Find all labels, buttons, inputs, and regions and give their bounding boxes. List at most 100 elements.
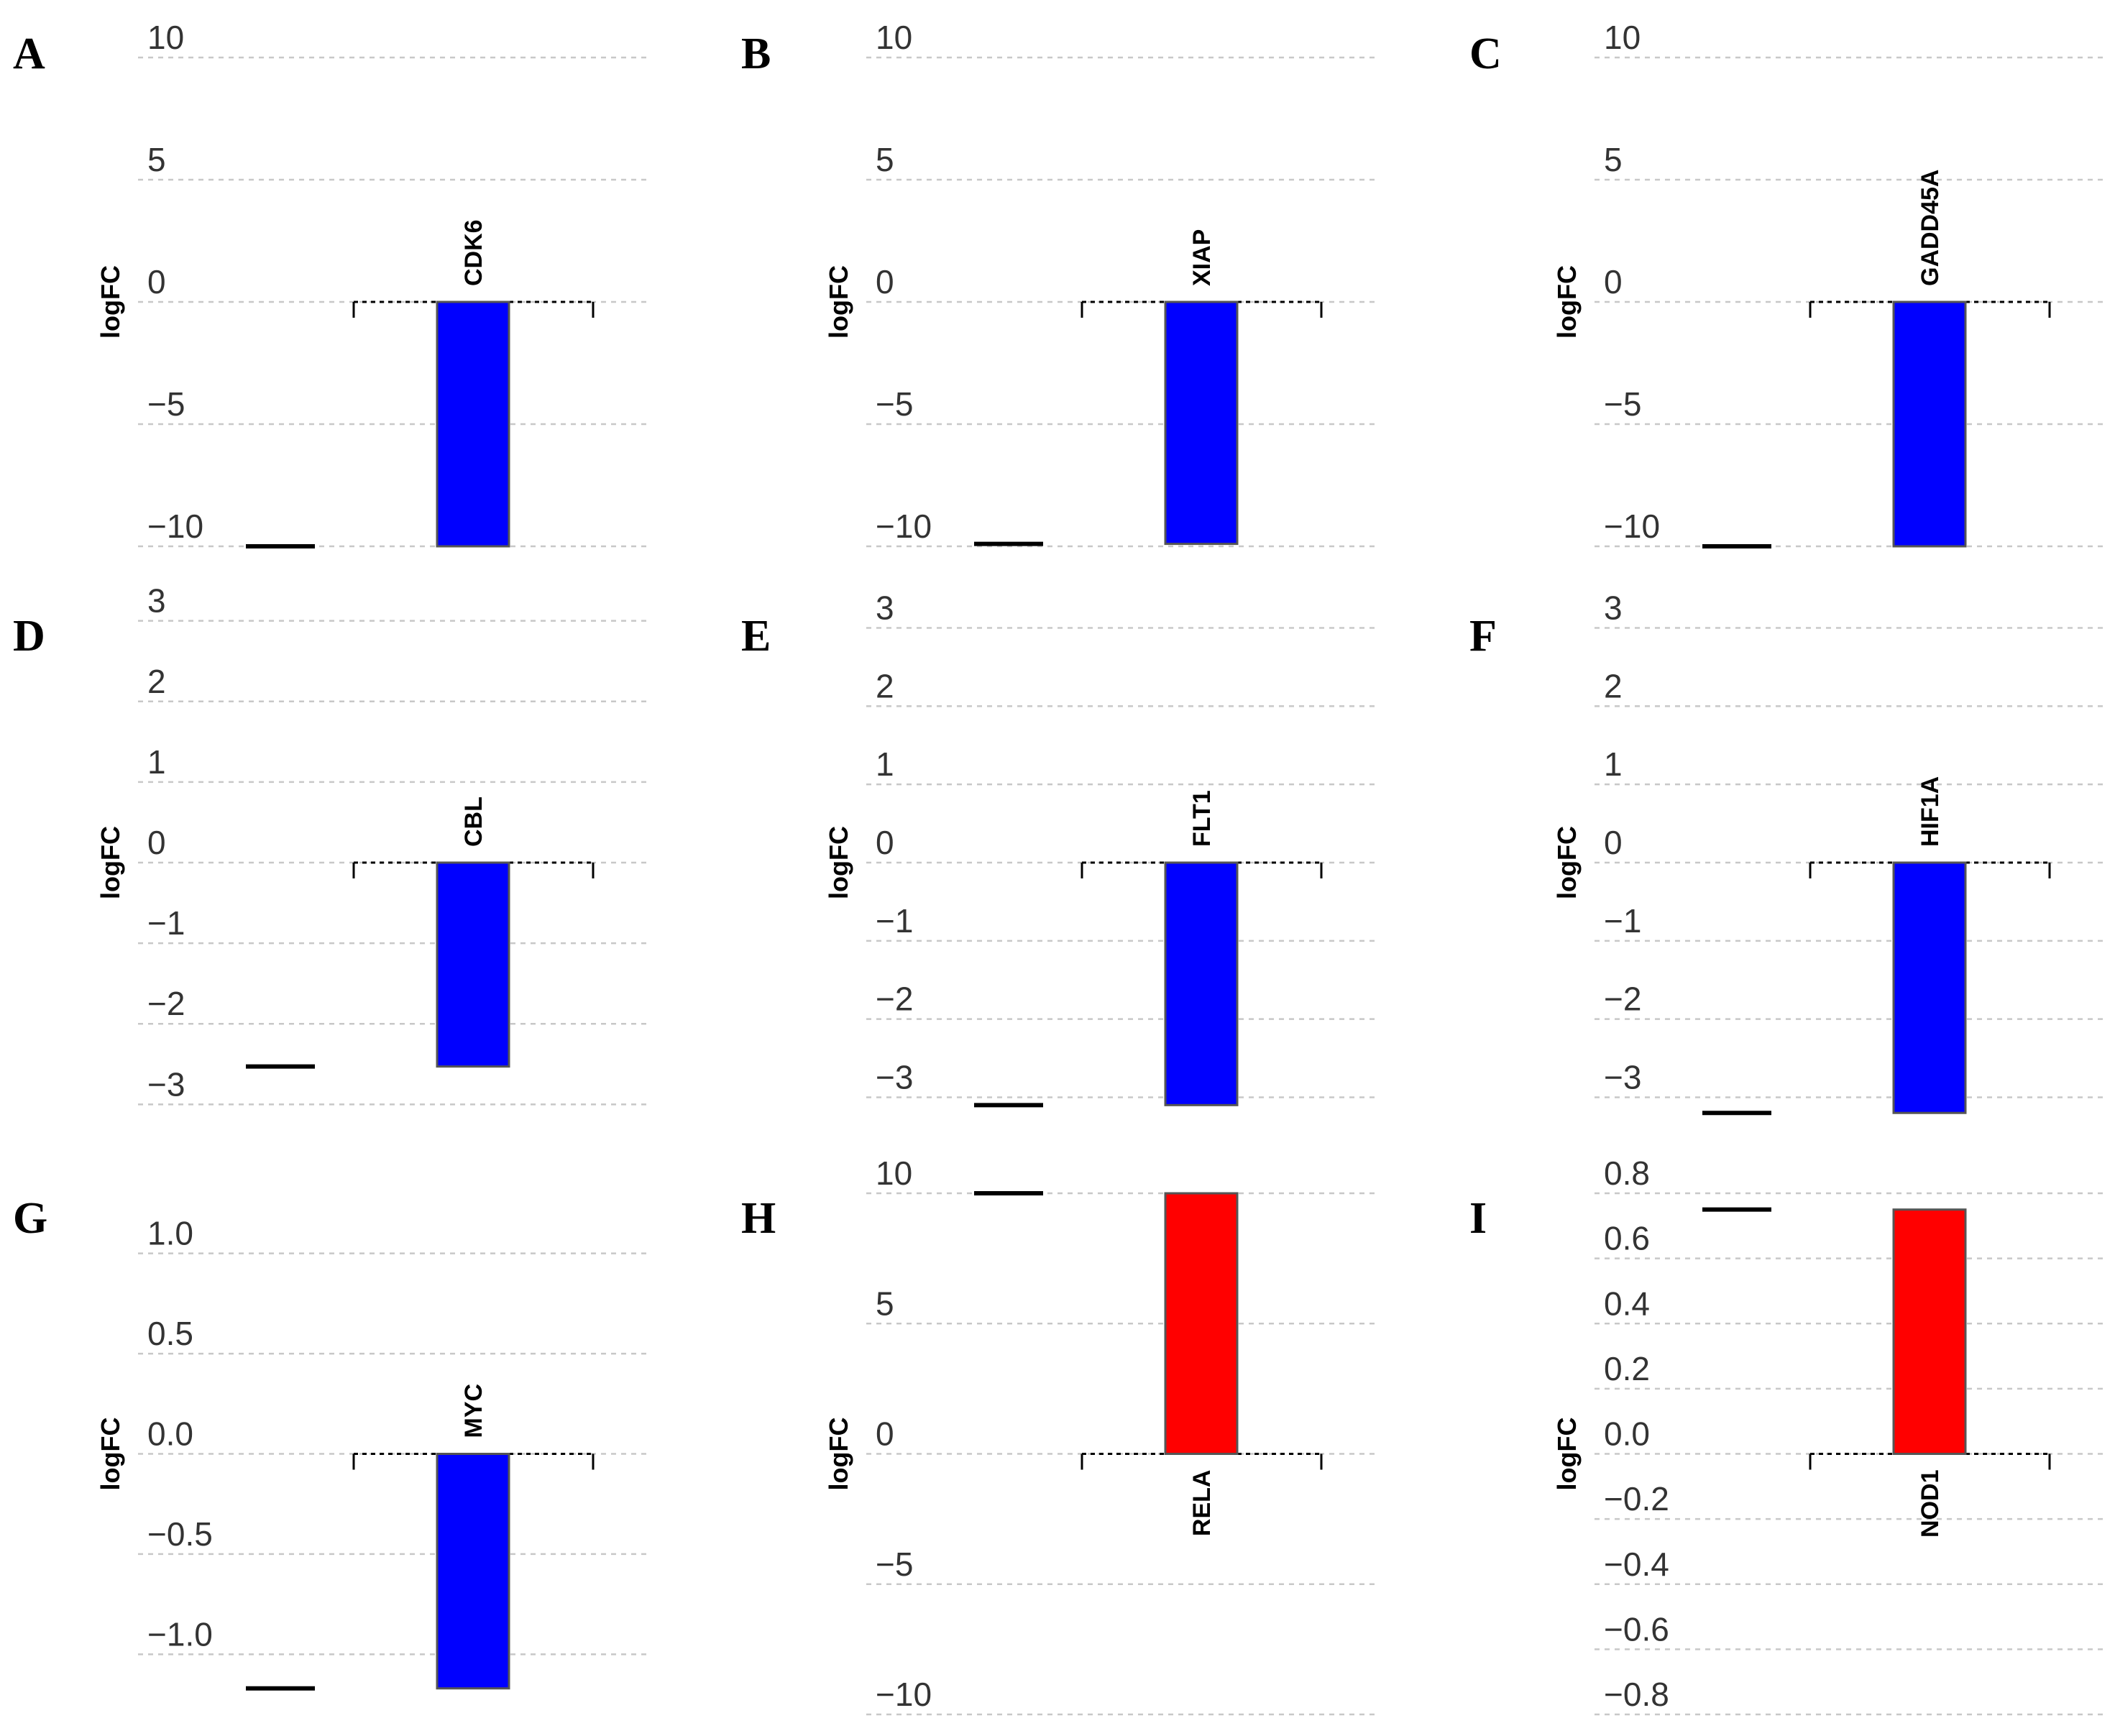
y-tick-label: 0.0 [1604, 1415, 1650, 1453]
y-tick-label: −3 [147, 1065, 185, 1103]
y-tick-label: 1.0 [147, 1215, 193, 1252]
y-tick-label: 10 [1604, 19, 1641, 56]
bar [1892, 861, 1967, 1114]
y-tick-label: −1 [876, 902, 913, 940]
bar [1892, 1208, 1967, 1455]
y-tick-label: 10 [147, 19, 184, 56]
y-axis-label: logFC [824, 1418, 853, 1491]
panel-i: I 0.8 0.6 0.4 0.2 0.0 −0.2 −0.4 −0.6 −0.8 logFC NOD… [1469, 1154, 2103, 1716]
bar-category-label: MYC [460, 1384, 487, 1438]
y-tick-label: −1.0 [147, 1615, 213, 1653]
panel-letter: C [1469, 29, 1502, 78]
y-tick-label: 3 [1604, 589, 1623, 627]
y-tick-label: −10 [876, 508, 932, 545]
bar [436, 861, 510, 1068]
y-tick-label: −2 [147, 985, 185, 1022]
y-tick-label: 1 [147, 743, 166, 781]
panel-letter: H [741, 1194, 776, 1243]
bar [1164, 1192, 1239, 1455]
panel-letter: G [13, 1194, 47, 1243]
y-tick-label: −10 [147, 508, 203, 545]
y-tick-label: 0 [147, 824, 166, 861]
y-axis-label: logFC [1552, 826, 1582, 899]
y-tick-label: 3 [147, 582, 166, 620]
y-tick-label: 1 [876, 745, 894, 783]
bar-category-label: NOD1 [1917, 1470, 1944, 1538]
y-tick-label: −5 [876, 385, 913, 423]
y-axis-label: logFC [1552, 265, 1582, 339]
y-tick-label: 0.2 [1604, 1350, 1650, 1387]
y-tick-label: 0.6 [1604, 1220, 1650, 1257]
y-tick-label: 0.5 [147, 1315, 193, 1352]
panel-h: H 10 5 0 −5 −10 logFC RELA [741, 1154, 1375, 1716]
y-tick-label: −10 [876, 1676, 932, 1713]
y-tick-label: 3 [876, 589, 894, 627]
y-tick-label: −5 [876, 1546, 913, 1583]
panel-letter: D [13, 612, 45, 661]
panel-g: G 1.0 0.5 0.0 −0.5 −1.0 logFC MYC [13, 1194, 647, 1691]
bar [436, 300, 510, 548]
panel-letter: F [1469, 612, 1497, 661]
bar-category-label: RELA [1188, 1470, 1216, 1537]
y-tick-label: −10 [1604, 508, 1660, 545]
bar-category-label: GADD45A [1917, 170, 1944, 286]
y-tick-label: 5 [147, 141, 166, 178]
y-tick-label: 5 [876, 1285, 894, 1322]
y-tick-label: 0 [1604, 824, 1623, 861]
y-axis-label: logFC [96, 826, 125, 899]
bar-category-label: FLT1 [1188, 790, 1216, 847]
y-tick-label: −0.8 [1604, 1676, 1669, 1713]
panel-d: D 3 2 1 0 −1 −2 −3 logFC CBL [13, 582, 647, 1106]
panel-f: F 3 2 1 0 −1 −2 −3 logFC HIF1A [1469, 589, 2103, 1116]
y-tick-label: 10 [876, 1154, 912, 1192]
y-tick-label: 2 [147, 663, 166, 700]
y-tick-label: −3 [876, 1058, 913, 1096]
y-tick-label: 0 [876, 1415, 894, 1453]
panel-letter: I [1469, 1194, 1487, 1243]
bar-category-label: CBL [460, 796, 487, 847]
y-axis-label: logFC [824, 826, 853, 899]
y-tick-label: 0 [147, 263, 166, 300]
bar-category-label: HIF1A [1917, 776, 1944, 847]
y-tick-label: 2 [1604, 667, 1623, 704]
y-tick-label: 0 [1604, 263, 1623, 300]
bar-category-label: CDK6 [460, 219, 487, 286]
panel-letter: E [741, 612, 771, 661]
y-tick-label: 5 [876, 141, 894, 178]
y-axis-label: logFC [96, 1418, 125, 1491]
y-tick-label: 1 [1604, 745, 1623, 783]
panel-b: B 10 5 0 −5 −10 logFC XIAP [741, 19, 1375, 548]
y-tick-label: 10 [876, 19, 912, 56]
y-tick-label: −0.5 [147, 1515, 213, 1553]
y-tick-label: −0.6 [1604, 1610, 1669, 1648]
y-tick-label: −3 [1604, 1058, 1641, 1096]
y-axis-label: logFC [824, 265, 853, 339]
y-tick-label: 5 [1604, 141, 1623, 178]
y-tick-label: 0.0 [147, 1415, 193, 1453]
y-tick-label: −5 [147, 385, 185, 423]
bar [1892, 300, 1967, 548]
bar [1164, 861, 1239, 1106]
bar-category-label: XIAP [1188, 229, 1216, 286]
y-tick-label: 0.8 [1604, 1154, 1650, 1192]
panel-c: C 10 5 0 −5 −10 logFC GADD45A [1469, 19, 2103, 548]
y-tick-label: 0 [876, 824, 894, 861]
y-tick-label: −1 [1604, 902, 1641, 940]
bar [1164, 300, 1239, 546]
y-tick-label: −0.4 [1604, 1546, 1669, 1583]
y-tick-label: −5 [1604, 385, 1641, 423]
bar [436, 1453, 510, 1690]
y-tick-label: −0.2 [1604, 1480, 1669, 1517]
y-tick-label: −2 [876, 980, 913, 1018]
y-tick-label: −1 [147, 904, 185, 942]
panel-a: A 10 5 0 −5 −10 logFC CDK6 [13, 19, 647, 548]
y-tick-label: 2 [876, 667, 894, 704]
y-tick-label: 0 [876, 263, 894, 300]
y-tick-label: 0.4 [1604, 1285, 1650, 1322]
panel-e: E 3 2 1 0 −1 −2 −3 logFC FLT1 [741, 589, 1375, 1108]
y-axis-label: logFC [1552, 1418, 1582, 1491]
y-axis-label: logFC [96, 265, 125, 339]
panel-letter: B [741, 29, 771, 78]
y-tick-label: −2 [1604, 980, 1641, 1018]
